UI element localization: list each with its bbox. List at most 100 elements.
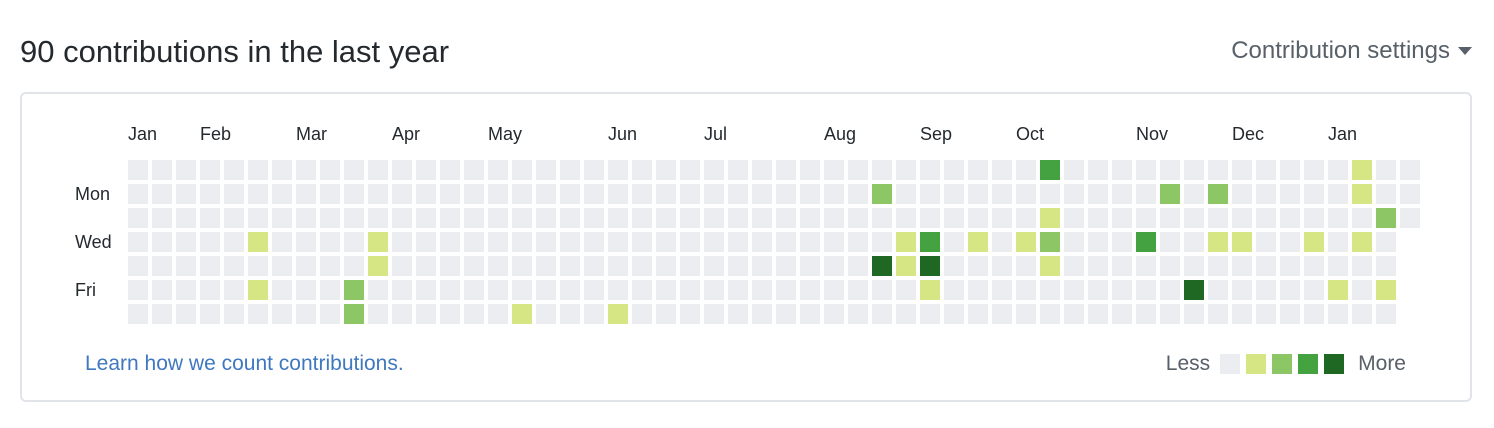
day-cell[interactable]: [1232, 280, 1252, 300]
day-cell[interactable]: [1304, 160, 1324, 180]
day-cell[interactable]: [944, 232, 964, 252]
day-cell[interactable]: [296, 160, 316, 180]
day-cell[interactable]: [1136, 256, 1156, 276]
day-cell[interactable]: [1208, 304, 1228, 324]
day-cell[interactable]: [1208, 280, 1228, 300]
day-cell[interactable]: [944, 184, 964, 204]
day-cell[interactable]: [704, 160, 724, 180]
day-cell[interactable]: [368, 232, 388, 252]
day-cell[interactable]: [416, 160, 436, 180]
day-cell[interactable]: [1232, 160, 1252, 180]
day-cell[interactable]: [848, 304, 868, 324]
day-cell[interactable]: [488, 280, 508, 300]
day-cell[interactable]: [800, 280, 820, 300]
day-cell[interactable]: [1280, 160, 1300, 180]
day-cell[interactable]: [296, 280, 316, 300]
day-cell[interactable]: [872, 304, 892, 324]
contribution-settings-dropdown[interactable]: Contribution settings: [1231, 34, 1472, 68]
day-cell[interactable]: [512, 232, 532, 252]
day-cell[interactable]: [800, 160, 820, 180]
day-cell[interactable]: [632, 304, 652, 324]
day-cell[interactable]: [224, 256, 244, 276]
day-cell[interactable]: [248, 256, 268, 276]
day-cell[interactable]: [1064, 232, 1084, 252]
day-cell[interactable]: [1352, 208, 1372, 228]
day-cell[interactable]: [776, 232, 796, 252]
day-cell[interactable]: [992, 256, 1012, 276]
day-cell[interactable]: [656, 256, 676, 276]
day-cell[interactable]: [584, 280, 604, 300]
day-cell[interactable]: [320, 256, 340, 276]
day-cell[interactable]: [896, 304, 916, 324]
day-cell[interactable]: [824, 208, 844, 228]
day-cell[interactable]: [896, 232, 916, 252]
day-cell[interactable]: [200, 280, 220, 300]
day-cell[interactable]: [272, 280, 292, 300]
day-cell[interactable]: [1304, 208, 1324, 228]
day-cell[interactable]: [320, 208, 340, 228]
day-cell[interactable]: [176, 184, 196, 204]
day-cell[interactable]: [368, 208, 388, 228]
day-cell[interactable]: [224, 208, 244, 228]
day-cell[interactable]: [752, 160, 772, 180]
day-cell[interactable]: [488, 184, 508, 204]
day-cell[interactable]: [848, 232, 868, 252]
day-cell[interactable]: [848, 280, 868, 300]
day-cell[interactable]: [824, 160, 844, 180]
day-cell[interactable]: [1064, 208, 1084, 228]
day-cell[interactable]: [224, 304, 244, 324]
day-cell[interactable]: [656, 304, 676, 324]
day-cell[interactable]: [1280, 208, 1300, 228]
day-cell[interactable]: [248, 304, 268, 324]
day-cell[interactable]: [728, 208, 748, 228]
day-cell[interactable]: [1232, 232, 1252, 252]
day-cell[interactable]: [632, 208, 652, 228]
day-cell[interactable]: [152, 184, 172, 204]
day-cell[interactable]: [512, 160, 532, 180]
day-cell[interactable]: [584, 304, 604, 324]
day-cell[interactable]: [776, 208, 796, 228]
day-cell[interactable]: [128, 160, 148, 180]
day-cell[interactable]: [1136, 160, 1156, 180]
day-cell[interactable]: [536, 304, 556, 324]
day-cell[interactable]: [608, 304, 628, 324]
day-cell[interactable]: [1376, 160, 1396, 180]
day-cell[interactable]: [728, 184, 748, 204]
day-cell[interactable]: [1256, 232, 1276, 252]
day-cell[interactable]: [920, 208, 940, 228]
day-cell[interactable]: [824, 184, 844, 204]
day-cell[interactable]: [704, 184, 724, 204]
day-cell[interactable]: [512, 280, 532, 300]
day-cell[interactable]: [968, 232, 988, 252]
day-cell[interactable]: [1064, 184, 1084, 204]
day-cell[interactable]: [1352, 304, 1372, 324]
day-cell[interactable]: [872, 256, 892, 276]
day-cell[interactable]: [896, 160, 916, 180]
day-cell[interactable]: [1376, 256, 1396, 276]
day-cell[interactable]: [1328, 208, 1348, 228]
day-cell[interactable]: [584, 184, 604, 204]
day-cell[interactable]: [1016, 160, 1036, 180]
day-cell[interactable]: [512, 184, 532, 204]
day-cell[interactable]: [1016, 232, 1036, 252]
day-cell[interactable]: [824, 256, 844, 276]
day-cell[interactable]: [848, 160, 868, 180]
day-cell[interactable]: [368, 304, 388, 324]
day-cell[interactable]: [320, 232, 340, 252]
day-cell[interactable]: [152, 280, 172, 300]
day-cell[interactable]: [704, 208, 724, 228]
day-cell[interactable]: [1016, 304, 1036, 324]
day-cell[interactable]: [536, 184, 556, 204]
day-cell[interactable]: [272, 208, 292, 228]
day-cell[interactable]: [1256, 184, 1276, 204]
day-cell[interactable]: [680, 280, 700, 300]
day-cell[interactable]: [632, 232, 652, 252]
day-cell[interactable]: [968, 256, 988, 276]
day-cell[interactable]: [1040, 160, 1060, 180]
day-cell[interactable]: [800, 232, 820, 252]
day-cell[interactable]: [680, 232, 700, 252]
day-cell[interactable]: [1016, 208, 1036, 228]
day-cell[interactable]: [1232, 304, 1252, 324]
day-cell[interactable]: [200, 160, 220, 180]
day-cell[interactable]: [1040, 304, 1060, 324]
